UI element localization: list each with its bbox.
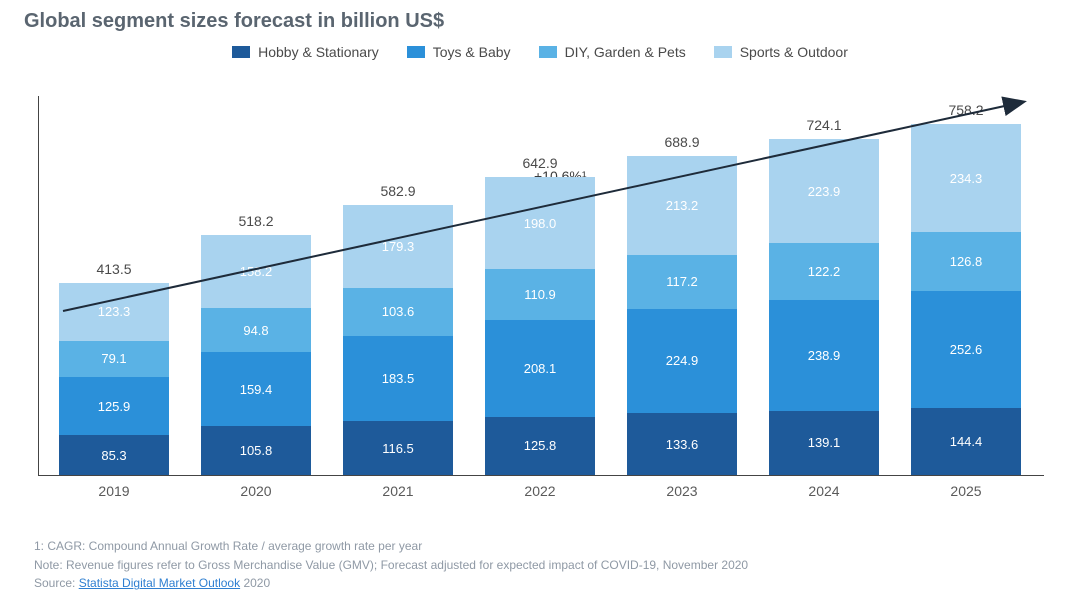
legend-item: Sports & Outdoor xyxy=(714,44,848,60)
bar-group: 139.1238.9122.2223.9724.12024 xyxy=(769,139,879,475)
bar-group: 116.5183.5103.6179.3582.92021 xyxy=(343,205,453,475)
bar-segment: 158.2 xyxy=(201,235,311,308)
bar-segment: 252.6 xyxy=(911,291,1021,408)
bar-segment: 208.1 xyxy=(485,320,595,416)
bar-total-label: 688.9 xyxy=(627,134,737,150)
legend-item: Hobby & Stationary xyxy=(232,44,379,60)
x-axis-label: 2021 xyxy=(343,483,453,499)
bar-segment: 110.9 xyxy=(485,269,595,320)
bar-segment: 159.4 xyxy=(201,352,311,426)
chart-plot-area: +10.6%¹ 85.3125.979.1123.3413.52019105.8… xyxy=(38,96,1044,476)
legend-swatch xyxy=(407,46,425,58)
x-axis-label: 2020 xyxy=(201,483,311,499)
legend-label: Sports & Outdoor xyxy=(740,44,848,60)
bar-segment: 122.2 xyxy=(769,243,879,300)
bar-segment: 234.3 xyxy=(911,124,1021,233)
bar-segment: 223.9 xyxy=(769,139,879,243)
legend-item: DIY, Garden & Pets xyxy=(539,44,686,60)
bar-segment: 126.8 xyxy=(911,232,1021,291)
bar-segment: 123.3 xyxy=(59,283,169,340)
bar-segment: 144.4 xyxy=(911,408,1021,475)
bar-segment: 116.5 xyxy=(343,421,453,475)
legend-label: Hobby & Stationary xyxy=(258,44,379,60)
source-suffix: 2020 xyxy=(240,576,270,590)
bar-segment: 125.9 xyxy=(59,377,169,435)
bar-segment: 79.1 xyxy=(59,341,169,378)
bar-total-label: 582.9 xyxy=(343,183,453,199)
legend-label: Toys & Baby xyxy=(433,44,511,60)
x-axis-label: 2019 xyxy=(59,483,169,499)
bar-total-label: 518.2 xyxy=(201,213,311,229)
bar-segment: 224.9 xyxy=(627,309,737,413)
legend: Hobby & Stationary Toys & Baby DIY, Garden… xyxy=(0,44,1080,61)
source-link[interactable]: Statista Digital Market Outlook xyxy=(79,576,240,590)
x-axis-label: 2025 xyxy=(911,483,1021,499)
bar-total-label: 413.5 xyxy=(59,261,169,277)
legend-label: DIY, Garden & Pets xyxy=(565,44,686,60)
chart-title: Global segment sizes forecast in billion… xyxy=(24,10,444,33)
bar-group: 105.8159.494.8158.2518.22020 xyxy=(201,235,311,475)
bar-segment: 133.6 xyxy=(627,413,737,475)
bar-segment: 105.8 xyxy=(201,426,311,475)
bar-total-label: 724.1 xyxy=(769,117,879,133)
bar-segment: 198.0 xyxy=(485,177,595,269)
footnotes: 1: CAGR: Compound Annual Growth Rate / a… xyxy=(34,537,748,593)
legend-swatch xyxy=(539,46,557,58)
bar-group: 125.8208.1110.9198.0642.92022 xyxy=(485,177,595,475)
x-axis-label: 2022 xyxy=(485,483,595,499)
source-prefix: Source: xyxy=(34,576,79,590)
bar-group: 144.4252.6126.8234.3758.22025 xyxy=(911,124,1021,475)
footnote-cagr: 1: CAGR: Compound Annual Growth Rate / a… xyxy=(34,537,748,556)
bar-total-label: 758.2 xyxy=(911,102,1021,118)
bar-group: 85.3125.979.1123.3413.52019 xyxy=(59,283,169,475)
bar-segment: 94.8 xyxy=(201,308,311,352)
bar-segment: 183.5 xyxy=(343,336,453,421)
bar-segment: 213.2 xyxy=(627,156,737,255)
footnote-note: Note: Revenue figures refer to Gross Mer… xyxy=(34,556,748,575)
bar-total-label: 642.9 xyxy=(485,155,595,171)
bar-segment: 103.6 xyxy=(343,288,453,336)
bar-segment: 238.9 xyxy=(769,300,879,411)
legend-swatch xyxy=(714,46,732,58)
bar-segment: 85.3 xyxy=(59,435,169,475)
x-axis-label: 2024 xyxy=(769,483,879,499)
bar-group: 133.6224.9117.2213.2688.92023 xyxy=(627,156,737,475)
x-axis-label: 2023 xyxy=(627,483,737,499)
legend-swatch xyxy=(232,46,250,58)
bar-segment: 179.3 xyxy=(343,205,453,288)
bar-segment: 139.1 xyxy=(769,411,879,475)
bar-segment: 117.2 xyxy=(627,255,737,309)
legend-item: Toys & Baby xyxy=(407,44,511,60)
bar-segment: 125.8 xyxy=(485,417,595,475)
footnote-source: Source: Statista Digital Market Outlook … xyxy=(34,574,748,593)
